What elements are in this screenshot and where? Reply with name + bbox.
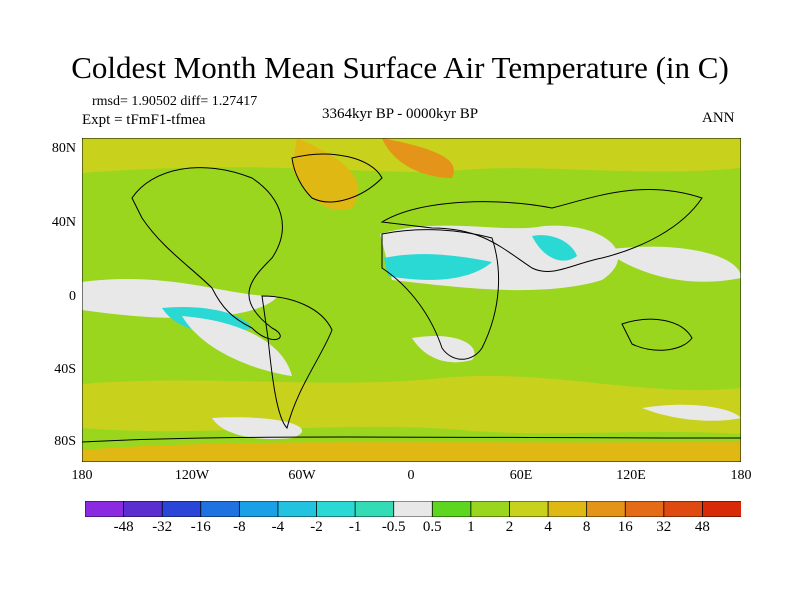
colorbar-tick-label: -4 xyxy=(271,519,285,535)
colorbar-swatch xyxy=(586,501,627,517)
tropical-pacific-neutral xyxy=(82,278,278,318)
experiment-label: Expt = tFmF1-tfmea xyxy=(82,112,206,128)
antarctica-anomaly xyxy=(82,442,741,462)
colorbar-tick-label: 32 xyxy=(656,519,672,535)
colorbar-tick-label: -0.5 xyxy=(381,519,406,535)
y-tick-0: 0 xyxy=(69,289,76,304)
colorbar-swatch xyxy=(393,501,434,517)
antarctic-neutral-west xyxy=(212,417,303,440)
colorbar-tick-label: -32 xyxy=(152,519,173,535)
west-pacific-neutral xyxy=(604,246,741,282)
x-tick-0: 0 xyxy=(407,468,415,483)
colorbar-swatch xyxy=(547,501,588,517)
colorbar-swatch xyxy=(238,501,279,517)
colorbar-tick-label: 4 xyxy=(544,519,552,535)
x-tick-120w: 120W xyxy=(174,468,210,483)
colorbar-swatch xyxy=(85,501,125,517)
colorbar-swatch xyxy=(161,501,202,517)
colorbar-swatch xyxy=(277,501,318,517)
colorbar-tick-label: -8 xyxy=(233,519,246,535)
period-label: 3364kyr BP - 0000kyr BP xyxy=(322,106,479,122)
colorbar-tick-label: 0.5 xyxy=(422,519,442,535)
colorbar xyxy=(85,501,741,517)
x-tick-180e: 180 xyxy=(730,468,752,483)
colorbar-swatch xyxy=(431,501,472,517)
stats-text: rmsd= 1.90502 diff= 1.27417 xyxy=(92,94,258,109)
colorbar-swatch xyxy=(354,501,395,517)
colorbar-tick-label: -2 xyxy=(310,519,323,535)
colorbar-swatch xyxy=(200,501,241,517)
colorbar-swatch xyxy=(624,501,665,517)
colorbar-swatch xyxy=(702,501,741,517)
colorbar-tick-label: -48 xyxy=(113,519,134,535)
y-tick-80s: 80S xyxy=(54,434,76,449)
season-label: ANN xyxy=(702,110,735,126)
south-pacific-neutral xyxy=(182,316,292,376)
y-tick-40n: 40N xyxy=(51,215,76,230)
x-tick-60w: 60W xyxy=(288,468,316,483)
arctic-hot-spot xyxy=(382,138,454,178)
colorbar-tick-label: -16 xyxy=(190,519,211,535)
colorbar-swatch xyxy=(316,501,357,517)
coastlines xyxy=(82,153,741,443)
colorbar-tick-label: -1 xyxy=(348,519,362,535)
colorbar-tick-label: 8 xyxy=(582,519,591,535)
x-tick-60e: 60E xyxy=(509,468,533,483)
map-title: Coldest Month Mean Surface Air Temperatu… xyxy=(71,50,729,85)
temperature-map xyxy=(82,138,741,462)
y-tick-80n: 80N xyxy=(51,141,76,156)
colorbar-tick-label: 48 xyxy=(694,519,710,535)
colorbar-tick-label: 16 xyxy=(617,519,633,535)
y-tick-40s: 40S xyxy=(54,362,76,377)
colorbar-swatch xyxy=(663,501,704,517)
colorbar-swatch xyxy=(509,501,549,517)
colorbar-tick-label: 1 xyxy=(467,519,475,535)
antarctic-neutral-east xyxy=(642,404,741,421)
colorbar-swatch xyxy=(123,501,164,517)
india-cold-zone xyxy=(532,235,577,261)
greenland-anomaly xyxy=(292,138,359,211)
colorbar-swatch xyxy=(470,501,511,517)
x-tick-120e: 120E xyxy=(616,468,646,483)
sahara-cold-zone xyxy=(384,254,492,280)
colorbar-tick-label: 2 xyxy=(505,519,514,535)
x-tick-180w: 180 xyxy=(71,468,93,483)
